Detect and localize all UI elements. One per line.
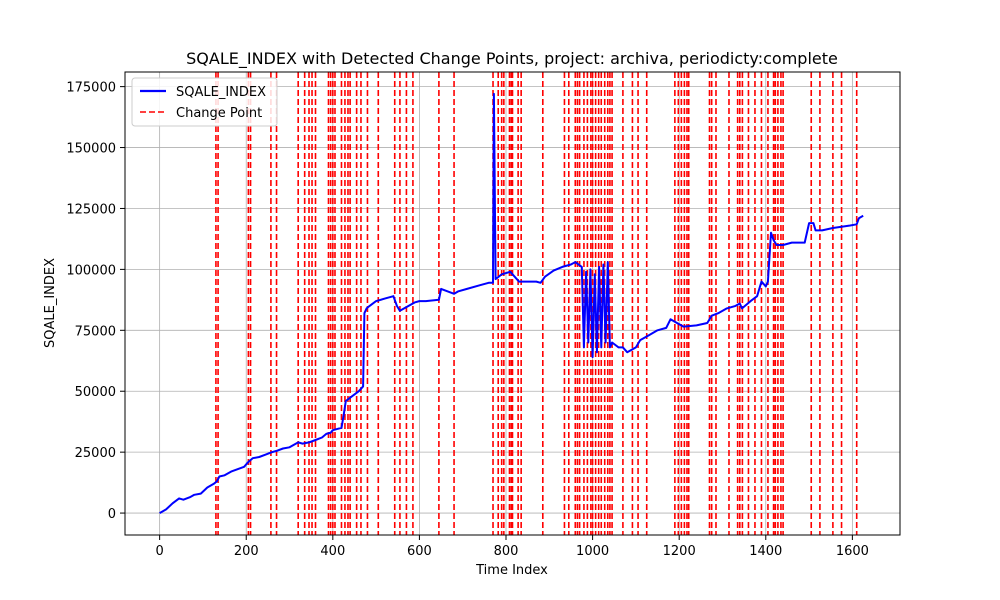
x-tick-label: 1200 bbox=[663, 544, 696, 559]
x-tick-label: 1600 bbox=[836, 544, 869, 559]
y-tick-label: 100000 bbox=[66, 263, 116, 278]
x-axis: 0 200 400 600 800 1000 1200 1400 1600 bbox=[155, 535, 869, 559]
y-tick-label: 150000 bbox=[66, 142, 116, 157]
x-tick-label: 800 bbox=[494, 544, 519, 559]
plot-frame bbox=[124, 71, 901, 536]
x-tick-label: 1400 bbox=[749, 544, 782, 559]
legend-box bbox=[131, 77, 278, 127]
x-tick-label: 0 bbox=[155, 544, 163, 559]
legend-series-label: SQALE_INDEX bbox=[176, 85, 266, 100]
chart-title: SQALE_INDEX with Detected Change Points,… bbox=[186, 49, 838, 69]
y-tick-label: 75000 bbox=[75, 324, 116, 339]
x-tick-label: 200 bbox=[234, 544, 259, 559]
y-tick-label: 175000 bbox=[66, 81, 116, 96]
legend: SQALE_INDEX Change Point bbox=[131, 77, 278, 127]
x-tick-label: 400 bbox=[320, 544, 345, 559]
y-tick-label: 50000 bbox=[75, 385, 116, 400]
change-point-lines bbox=[215, 72, 858, 535]
series-line bbox=[159, 92, 864, 514]
y-axis-title: SQALE_INDEX bbox=[43, 258, 58, 348]
series-layer bbox=[159, 92, 864, 514]
x-tick-label: 600 bbox=[407, 544, 432, 559]
y-tick-label: 125000 bbox=[66, 202, 116, 217]
y-axis: 0 25000 50000 75000 100000 125000 150000 175000 bbox=[66, 81, 125, 522]
y-tick-label: 0 bbox=[108, 507, 116, 522]
x-axis-title: Time Index bbox=[475, 563, 548, 578]
legend-change-label: Change Point bbox=[176, 106, 262, 121]
y-tick-label: 25000 bbox=[75, 446, 116, 461]
x-tick-label: 1000 bbox=[576, 544, 609, 559]
